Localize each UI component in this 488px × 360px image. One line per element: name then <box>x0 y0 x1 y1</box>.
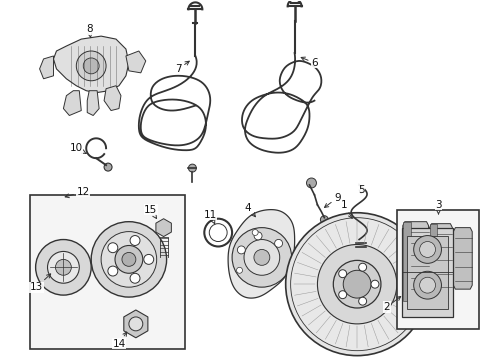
Circle shape <box>36 239 91 295</box>
Polygon shape <box>227 210 294 298</box>
Circle shape <box>244 239 279 275</box>
Bar <box>402 222 410 301</box>
Circle shape <box>254 232 262 240</box>
Text: 10: 10 <box>70 143 86 153</box>
Bar <box>401 228 452 317</box>
Circle shape <box>188 164 196 172</box>
Circle shape <box>358 263 366 271</box>
Circle shape <box>236 267 242 273</box>
Circle shape <box>101 231 156 287</box>
Polygon shape <box>53 36 129 93</box>
Text: 2: 2 <box>383 297 400 312</box>
Text: 14: 14 <box>112 332 126 349</box>
Circle shape <box>338 291 346 299</box>
Circle shape <box>370 280 378 288</box>
Circle shape <box>274 239 282 247</box>
Text: 11: 11 <box>203 210 217 224</box>
Circle shape <box>47 251 79 283</box>
Circle shape <box>83 58 99 74</box>
Circle shape <box>290 218 423 351</box>
Text: 1: 1 <box>340 200 351 219</box>
Circle shape <box>252 230 258 235</box>
Polygon shape <box>402 222 427 301</box>
Polygon shape <box>452 228 471 289</box>
Circle shape <box>143 255 153 264</box>
Text: 4: 4 <box>244 203 255 217</box>
Circle shape <box>76 51 106 81</box>
Circle shape <box>320 216 327 224</box>
Text: 5: 5 <box>357 185 364 195</box>
Text: 13: 13 <box>30 274 51 292</box>
Text: 9: 9 <box>324 193 340 207</box>
Polygon shape <box>63 91 81 116</box>
Text: 6: 6 <box>301 57 317 68</box>
Text: 8: 8 <box>86 24 92 38</box>
Polygon shape <box>123 310 147 338</box>
Bar <box>396 210 478 329</box>
Circle shape <box>122 252 136 266</box>
Circle shape <box>306 178 316 188</box>
Circle shape <box>355 238 366 247</box>
Bar <box>30 195 185 349</box>
Bar <box>406 235 447 309</box>
Circle shape <box>419 277 435 293</box>
Circle shape <box>333 260 380 308</box>
Circle shape <box>413 271 441 299</box>
Circle shape <box>130 273 140 283</box>
Text: 3: 3 <box>434 200 441 214</box>
Polygon shape <box>40 56 53 79</box>
Circle shape <box>317 244 396 324</box>
Text: 7: 7 <box>175 61 189 74</box>
Circle shape <box>343 270 370 298</box>
Circle shape <box>285 213 427 356</box>
Circle shape <box>232 228 291 287</box>
Polygon shape <box>428 224 451 297</box>
Circle shape <box>253 249 269 265</box>
Circle shape <box>358 297 366 305</box>
Polygon shape <box>156 219 171 237</box>
Polygon shape <box>126 51 145 73</box>
Circle shape <box>108 266 118 276</box>
Polygon shape <box>87 91 99 116</box>
Circle shape <box>55 260 71 275</box>
Circle shape <box>413 235 441 264</box>
Circle shape <box>130 235 140 246</box>
Circle shape <box>129 317 142 331</box>
Bar <box>428 224 437 297</box>
Circle shape <box>115 246 142 273</box>
Text: 12: 12 <box>65 187 90 198</box>
Circle shape <box>108 243 118 253</box>
Polygon shape <box>104 86 121 111</box>
Circle shape <box>91 222 166 297</box>
Circle shape <box>104 163 112 171</box>
Circle shape <box>237 246 245 254</box>
Circle shape <box>419 242 435 257</box>
Circle shape <box>338 270 346 278</box>
Text: 15: 15 <box>144 205 157 219</box>
